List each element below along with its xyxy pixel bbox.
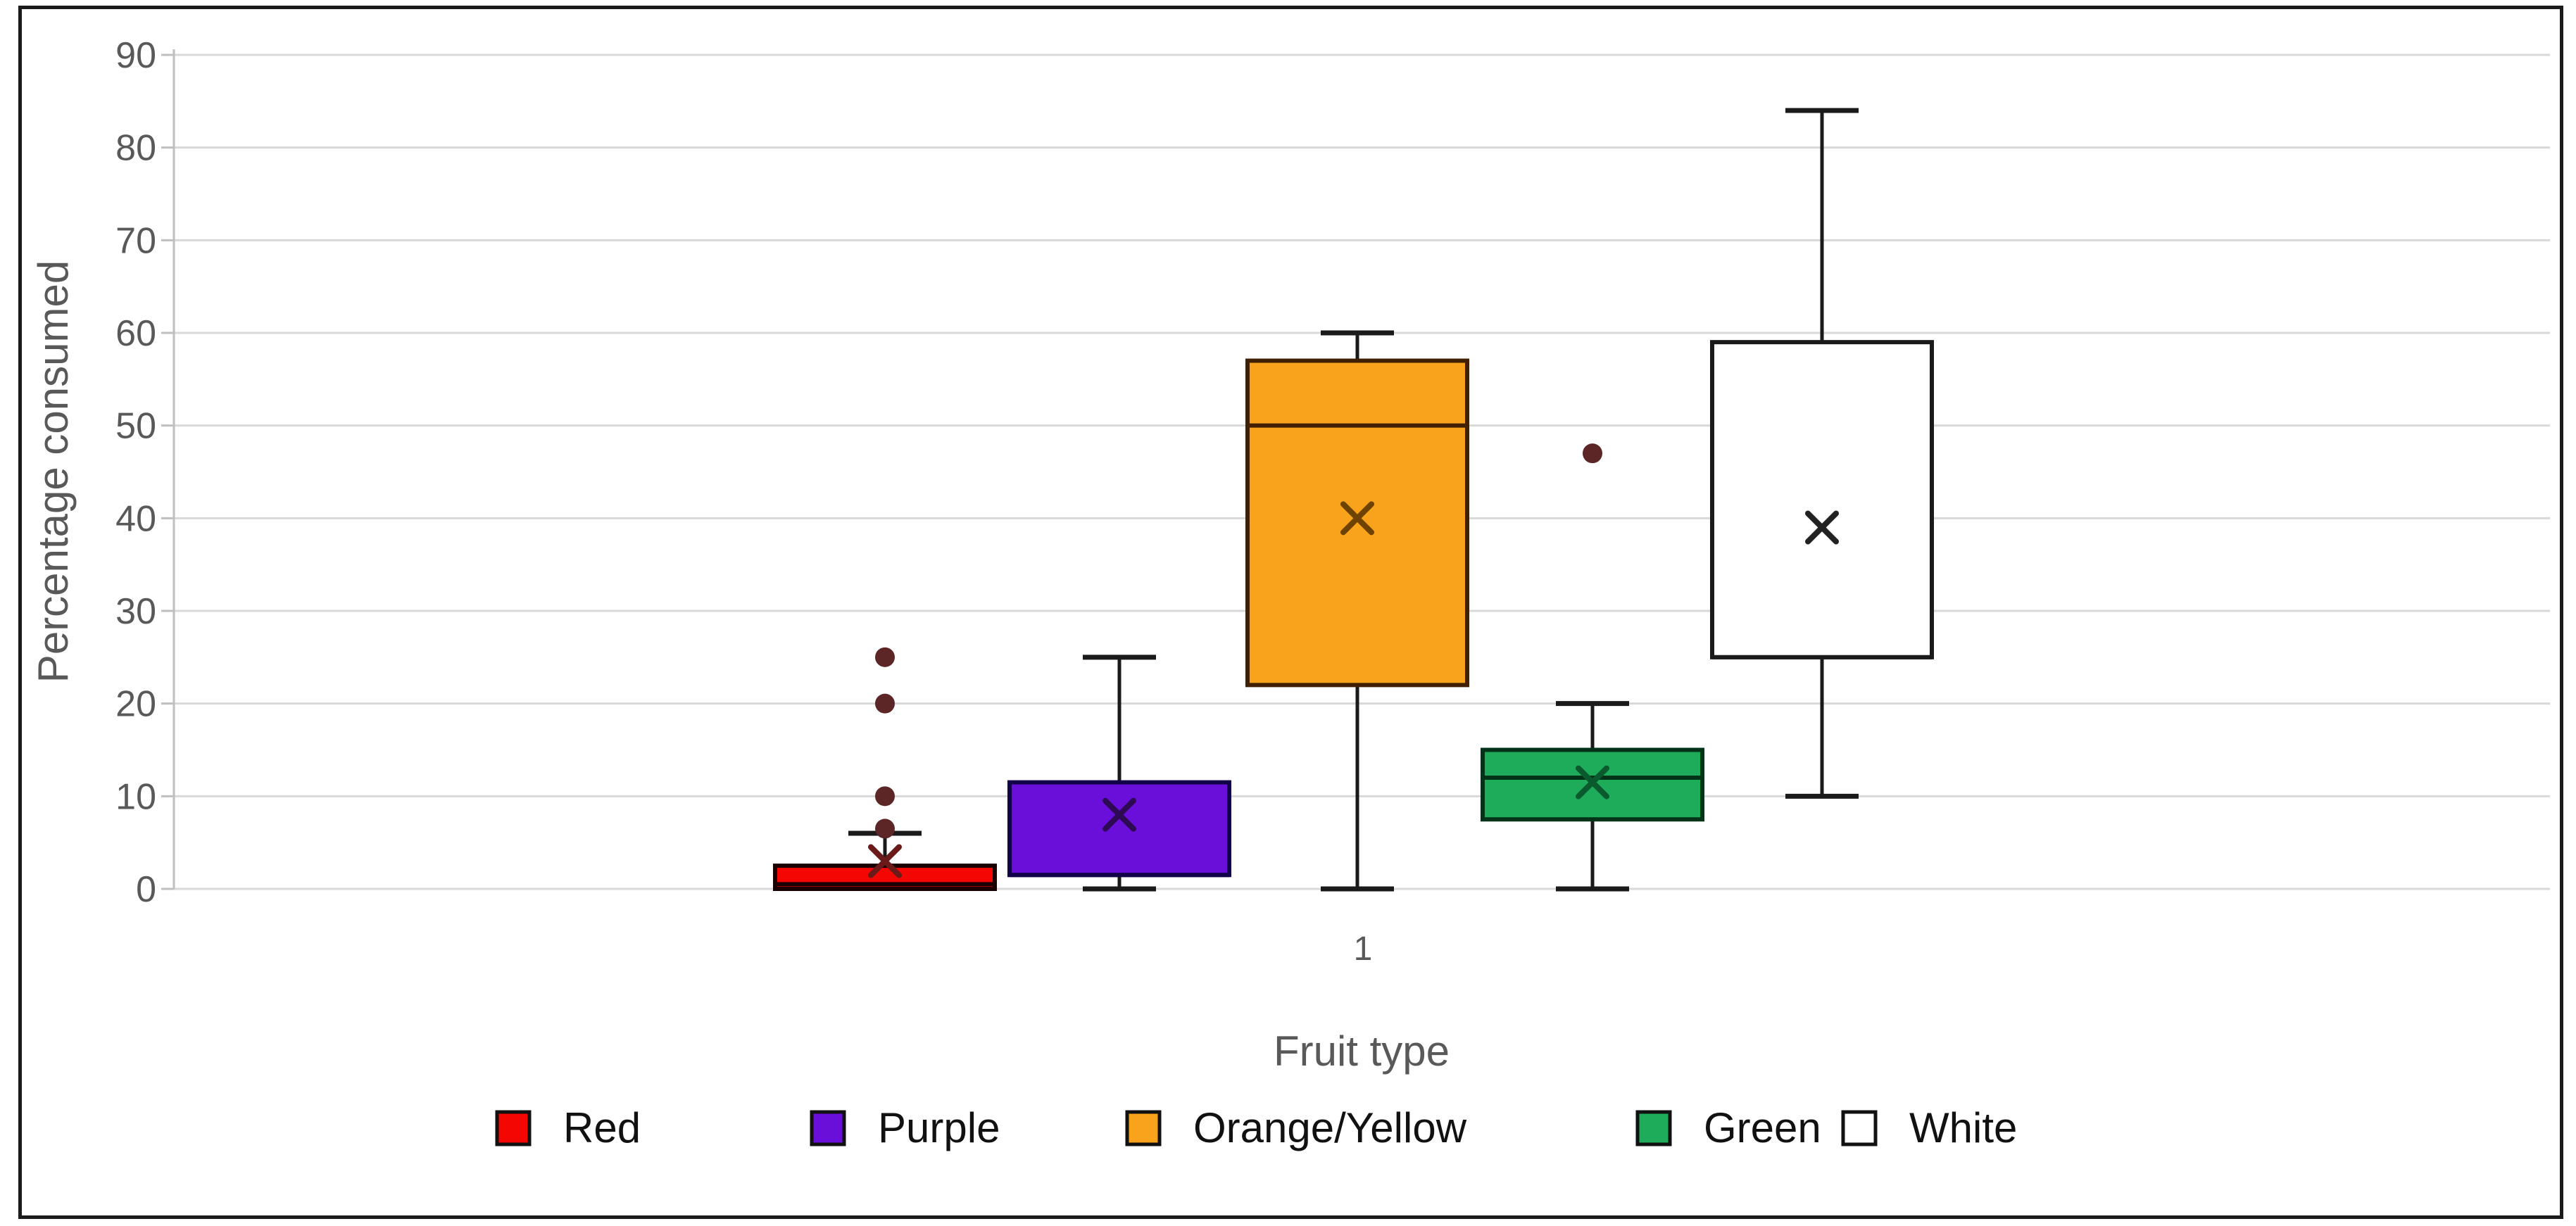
legend: Red Purple Orange/Yellow Green White <box>495 1104 2017 1151</box>
y-tick-labels: 0 10 20 30 40 50 60 70 80 90 <box>115 35 156 910</box>
legend-label: Orange/Yellow <box>1193 1104 1467 1151</box>
box-series-red <box>773 647 997 892</box>
outlier-dot <box>875 693 895 714</box>
y-tick-label-50: 50 <box>115 406 156 447</box>
legend-label: Red <box>563 1104 641 1151</box>
outlier-dot <box>1583 443 1602 464</box>
gridlines <box>174 53 2550 890</box>
x-axis-title: Fruit type <box>1274 1028 1450 1075</box>
mean-marker <box>1576 765 1609 800</box>
legend-item-red: Red <box>495 1104 641 1151</box>
legend-item-white: White <box>1841 1104 2017 1151</box>
y-tick-label-0: 0 <box>136 869 156 910</box>
mean-marker <box>1340 501 1374 536</box>
y-axis <box>161 49 175 890</box>
y-axis-title: Percentage consumed <box>30 260 77 683</box>
box-series <box>773 108 1934 892</box>
legend-swatch <box>1841 1110 1878 1146</box>
y-tick-label-70: 70 <box>115 220 156 261</box>
box-rect <box>1710 340 1934 659</box>
legend-label: Green <box>1704 1104 1821 1151</box>
x-tick-label: 1 <box>1354 930 1373 968</box>
legend-item-purple: Purple <box>810 1104 1000 1151</box>
outlier-dot <box>875 647 895 667</box>
y-tick-label-90: 90 <box>115 35 156 76</box>
y-tick-label-10: 10 <box>115 776 156 817</box>
y-tick-label-20: 20 <box>115 684 156 725</box>
y-tick-label-40: 40 <box>115 498 156 539</box>
y-tick-label-80: 80 <box>115 128 156 169</box>
legend-item-green: Green <box>1635 1104 1821 1151</box>
outlier-dot <box>875 786 895 807</box>
box-series-white <box>1710 108 1934 799</box>
legend-item-orange-yellow: Orange/Yellow <box>1125 1104 1467 1151</box>
mean-marker <box>1102 797 1136 832</box>
box-rect <box>1245 358 1469 688</box>
box-series-green <box>1481 443 1704 892</box>
box-rect <box>1007 780 1231 878</box>
legend-swatch <box>1635 1110 1672 1146</box>
legend-swatch <box>810 1110 846 1146</box>
box-series-purple <box>1007 655 1231 892</box>
legend-label: White <box>1909 1104 2017 1151</box>
legend-swatch <box>495 1110 532 1146</box>
legend-swatch <box>1125 1110 1162 1146</box>
y-tick-label-30: 30 <box>115 591 156 632</box>
y-tick-label-60: 60 <box>115 313 156 354</box>
box-series-orange-yellow <box>1245 330 1469 892</box>
mean-marker <box>868 844 902 878</box>
legend-label: Purple <box>878 1104 1000 1151</box>
mean-marker <box>1805 510 1839 545</box>
outlier-dot <box>875 819 895 839</box>
